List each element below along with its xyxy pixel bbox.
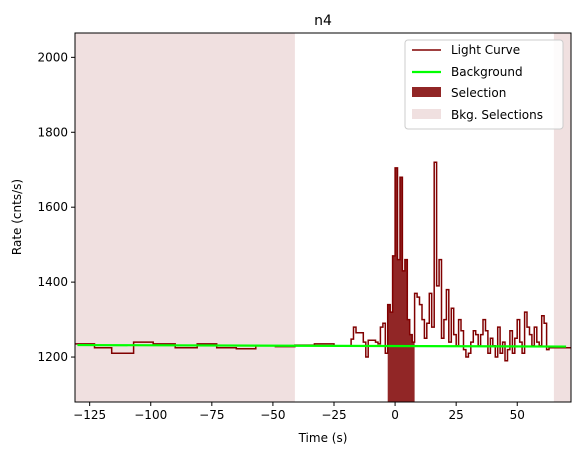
bkg-selection-region (75, 33, 295, 402)
y-axis-ticks: 1200 1400 1600 1800 2000 (37, 50, 75, 364)
x-tick-label: −75 (199, 408, 224, 422)
plot-frame (74, 32, 572, 403)
legend-label-light-curve: Light Curve (451, 43, 520, 57)
x-tick-label: −125 (73, 408, 106, 422)
y-tick-label: 1400 (37, 275, 68, 289)
y-tick-label: 1200 (37, 350, 68, 364)
selection-regions (387, 167, 415, 402)
y-axis-label: Rate (cnts/s) (10, 179, 24, 255)
x-tick-label: 25 (449, 408, 464, 422)
legend-box (404, 39, 564, 130)
legend-label-selection: Selection (451, 86, 506, 100)
legend-label-background: Background (451, 65, 523, 79)
y-tick-label: 2000 (37, 50, 68, 64)
x-tick-label: −100 (134, 408, 167, 422)
x-tick-label: −25 (321, 408, 346, 422)
x-axis-label: Time (s) (298, 431, 348, 445)
x-tick-label: −50 (260, 408, 285, 422)
x-axis-ticks: −125 −100 −75 −50 −25 0 25 50 (73, 402, 525, 422)
chart-title: n4 (314, 13, 332, 29)
legend-swatch-bkg-selections (412, 109, 441, 119)
x-tick-label: 50 (510, 408, 525, 422)
legend: Light Curve Background Selection Bkg. Se… (404, 39, 564, 130)
background-line (77, 343, 567, 348)
legend-swatch-selection (412, 87, 441, 97)
x-tick-label: 0 (391, 408, 399, 422)
bkg-selection-regions (75, 33, 571, 402)
legend-label-bkg-selections: Bkg. Selections (451, 108, 543, 122)
y-tick-label: 1800 (37, 125, 68, 139)
y-tick-label: 1600 (37, 200, 68, 214)
light-curve-line (75, 161, 571, 362)
selection-region (387, 167, 415, 402)
